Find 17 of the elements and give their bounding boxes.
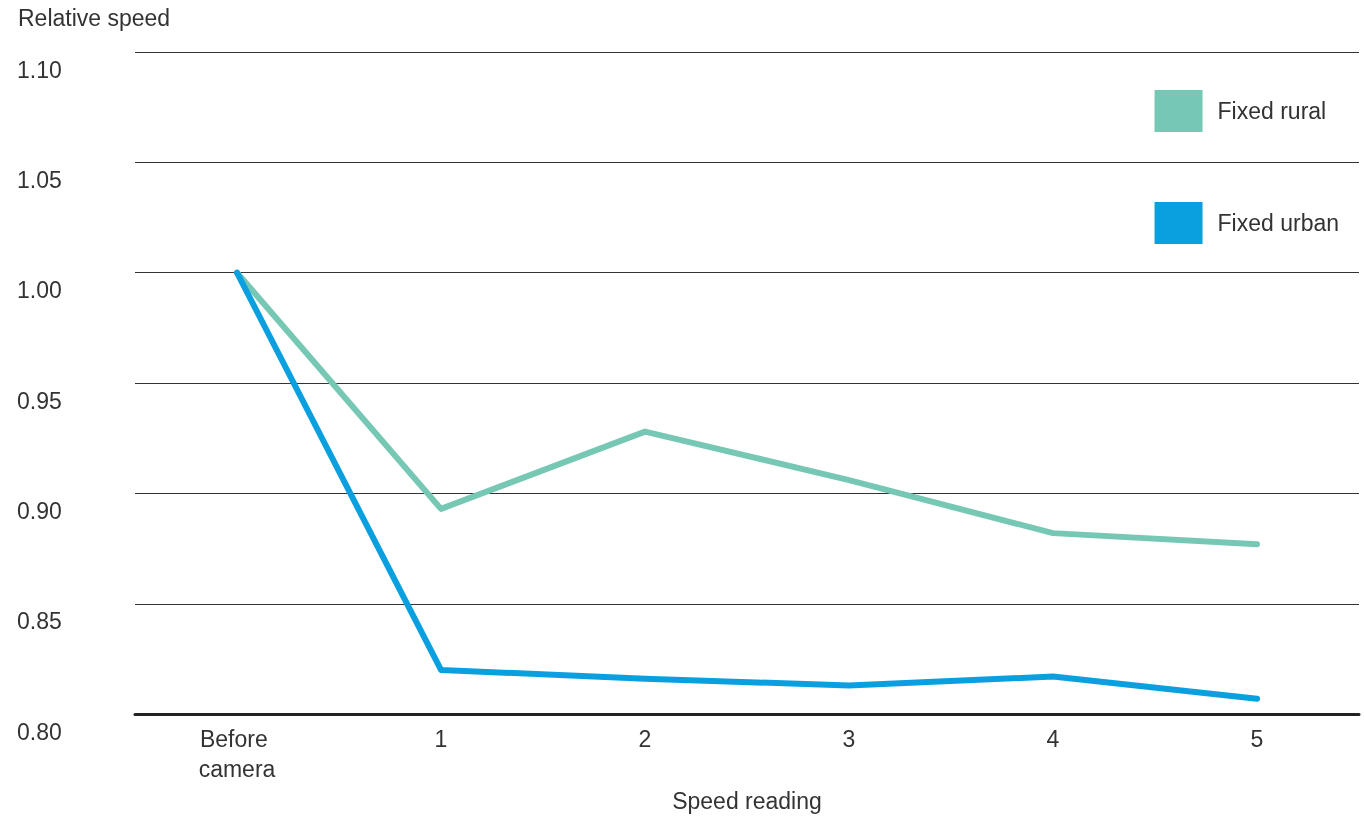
y-tick-label: 1.00	[17, 277, 62, 304]
x-tick-label: 1	[434, 726, 448, 753]
y-tick-label: 0.90	[17, 497, 62, 524]
y-tick-label: 1.10	[17, 56, 62, 83]
y-tick-label: 0.85	[17, 608, 62, 635]
x-tick-label: 2	[638, 726, 652, 753]
y-tick-label: 0.80	[17, 718, 62, 745]
x-tick-label: 5	[1250, 726, 1264, 753]
legend-label: Fixed urban	[1217, 210, 1340, 236]
x-tick-label: 3	[842, 726, 856, 753]
x-axis-title: Speed reading	[672, 787, 822, 814]
x-tick-label: Before camera	[198, 726, 276, 783]
y-tick-label: 1.05	[17, 166, 62, 193]
x-tick-label: 4	[1046, 726, 1060, 753]
legend-label: Fixed rural	[1217, 98, 1327, 124]
y-tick-label: 0.95	[17, 387, 62, 414]
y-axis-title: Relative speed	[18, 4, 171, 31]
